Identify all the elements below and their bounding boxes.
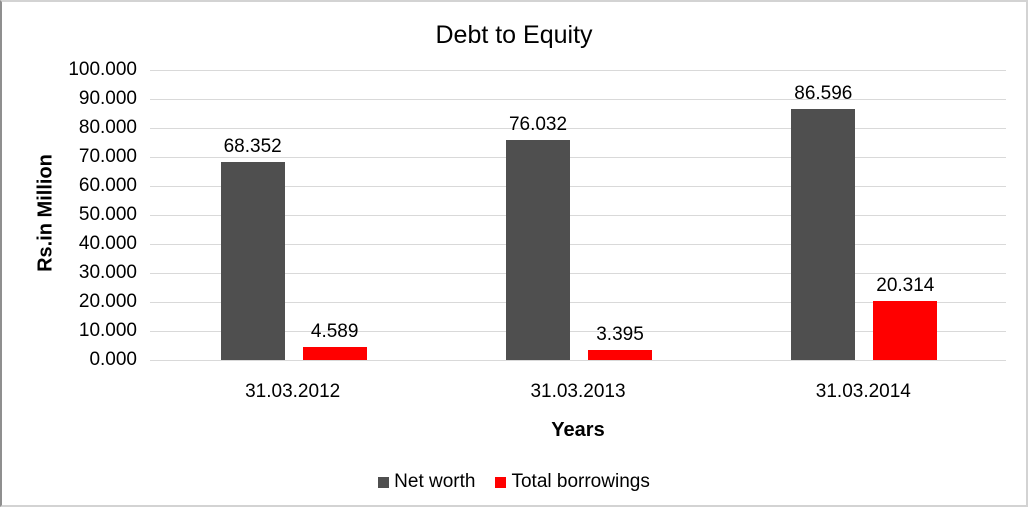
- y-tick-label: 0.000: [89, 349, 137, 370]
- value-label: 4.589: [310, 321, 359, 342]
- y-tick-label: 80.000: [78, 117, 137, 138]
- y-tick-label: 90.000: [78, 88, 137, 109]
- gridline: [150, 331, 1006, 332]
- category-label: 31.03.2012: [245, 381, 341, 402]
- value-label: 20.314: [876, 275, 935, 296]
- bar-total-borrowings: [302, 347, 367, 360]
- y-tick-label: 40.000: [78, 233, 137, 254]
- gridline: [150, 157, 1006, 158]
- value-label: 3.395: [596, 324, 644, 345]
- y-tick-label: 30.000: [78, 262, 137, 283]
- bar-total-borrowings: [588, 350, 652, 360]
- gridline: [150, 70, 1006, 71]
- value-label: 86.596: [794, 83, 853, 104]
- y-tick-label: 60.000: [78, 175, 137, 196]
- legend-swatch-total-borrowings: [495, 476, 507, 488]
- category-label: 31.03.2014: [815, 381, 911, 402]
- gridline: [150, 360, 1006, 361]
- gridline: [150, 244, 1006, 245]
- gridline: [150, 186, 1006, 187]
- y-tick-label: 10.000: [78, 320, 137, 341]
- chart-title: Debt to Equity: [435, 21, 593, 49]
- bar-total-borrowings: [873, 301, 938, 360]
- legend-label-net-worth: Net worth: [394, 471, 476, 492]
- legend: Net worth Total borrowings: [2, 472, 1026, 492]
- legend-item-net-worth: Net worth: [378, 472, 475, 492]
- gridline: [150, 128, 1006, 129]
- legend-swatch-net-worth: [378, 476, 390, 488]
- bar-net-worth: [791, 109, 856, 360]
- bar-net-worth: [506, 140, 570, 360]
- gridline: [150, 215, 1006, 216]
- bar-net-worth: [220, 162, 285, 360]
- value-label: 68.352: [223, 136, 282, 157]
- category-label: 31.03.2013: [530, 381, 626, 402]
- legend-label-total-borrowings: Total borrowings: [511, 471, 650, 492]
- y-tick-label: 50.000: [78, 204, 137, 225]
- y-tick-label: 100.000: [68, 59, 137, 80]
- gridline: [150, 99, 1006, 100]
- legend-item-total-borrowings: Total borrowings: [495, 471, 650, 492]
- y-tick-label: 70.000: [78, 146, 137, 167]
- gridline: [150, 273, 1006, 274]
- y-tick-label: 20.000: [78, 291, 137, 312]
- x-axis-title: Years: [551, 419, 605, 441]
- gridline: [150, 302, 1006, 303]
- value-label: 76.032: [508, 114, 568, 135]
